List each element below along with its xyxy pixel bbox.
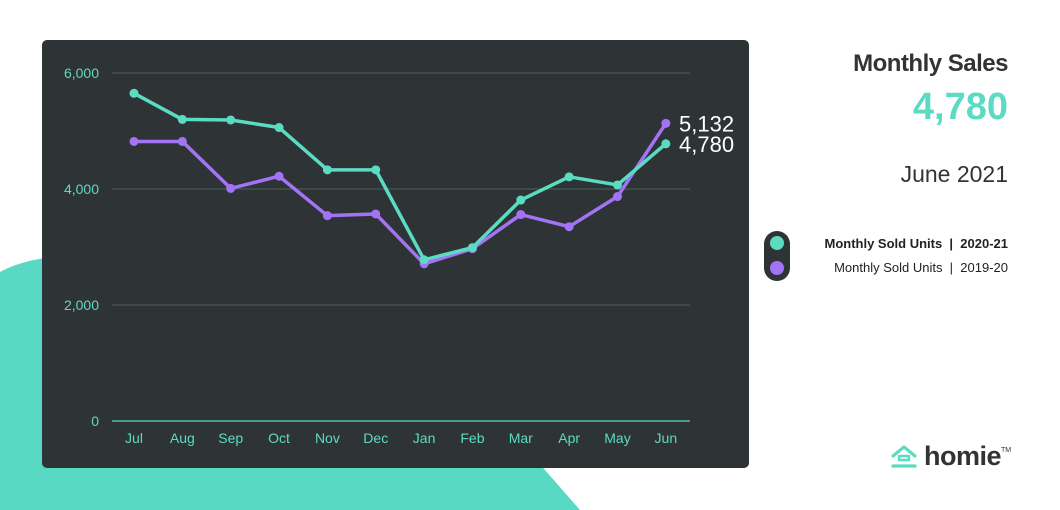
summary-date: June 2021 (900, 161, 1008, 187)
legend-dot-previous (770, 261, 784, 275)
data-point (226, 183, 236, 193)
data-point (661, 118, 671, 128)
x-tick-label: Jul (125, 430, 143, 446)
series-line (132, 121, 668, 266)
x-tick-label: Aug (170, 430, 195, 446)
house-icon (891, 444, 917, 468)
data-point (226, 115, 236, 125)
y-tick-label: 2,000 (64, 297, 99, 313)
y-axis-ticks: 0 2,000 4,000 6,000 (64, 65, 99, 429)
logo-text: homie (924, 441, 1002, 471)
homie-logo: homie TM (890, 441, 1011, 472)
data-point (419, 255, 429, 265)
y-tick-label: 6,000 (64, 65, 99, 81)
x-tick-label: Jan (413, 430, 436, 446)
x-tick-label: Mar (509, 430, 533, 446)
series-line (132, 91, 668, 262)
data-point (613, 180, 622, 190)
data-point (564, 172, 574, 182)
summary-title: Monthly Sales (853, 50, 1008, 77)
data-point (564, 222, 574, 232)
legend-dot-current (770, 236, 784, 250)
data-point (322, 211, 332, 221)
data-point (274, 171, 284, 181)
x-tick-label: Jun (655, 430, 678, 446)
end-value-label: 5,132 (679, 111, 734, 136)
summary-value: 4,780 (912, 86, 1008, 128)
x-tick-label: Apr (558, 430, 580, 446)
data-point (177, 114, 187, 124)
end-value-label: 4,780 (679, 132, 734, 157)
data-point (661, 139, 671, 149)
x-tick-label: Feb (460, 430, 484, 446)
x-tick-label: Dec (363, 430, 388, 446)
data-point (613, 192, 622, 202)
data-point (516, 210, 526, 220)
data-point (129, 88, 139, 98)
legend-item-previous: Monthly Sold Units | 2019-20 (834, 260, 1008, 275)
data-point (274, 123, 284, 133)
line-chart: 0 2,000 4,000 6,000 Jul Aug Sep Oct Nov Dec Jan Fe… (64, 65, 734, 446)
data-point (371, 165, 381, 175)
y-tick-label: 0 (91, 413, 99, 429)
data-point (516, 195, 526, 205)
legend-item-current: Monthly Sold Units | 2020-21 (824, 236, 1008, 251)
legend-swatch-pill (764, 231, 790, 281)
series-lines (129, 88, 671, 269)
grid-lines (112, 72, 690, 422)
data-point (177, 136, 187, 146)
x-axis-ticks: Jul Aug Sep Oct Nov Dec Jan Feb Mar Apr May Jun (125, 430, 677, 446)
data-point (129, 136, 139, 146)
x-tick-label: May (604, 430, 630, 446)
data-point (467, 243, 477, 253)
x-tick-label: Oct (268, 430, 290, 446)
logo-trademark: TM (1001, 447, 1012, 454)
data-point (371, 209, 381, 219)
data-point (322, 165, 332, 175)
x-tick-label: Nov (315, 430, 340, 446)
chart-panel: 0 2,000 4,000 6,000 Jul Aug Sep Oct Nov Dec Jan Fe… (42, 40, 749, 468)
x-tick-label: Sep (218, 430, 243, 446)
y-tick-label: 4,000 (64, 181, 99, 197)
